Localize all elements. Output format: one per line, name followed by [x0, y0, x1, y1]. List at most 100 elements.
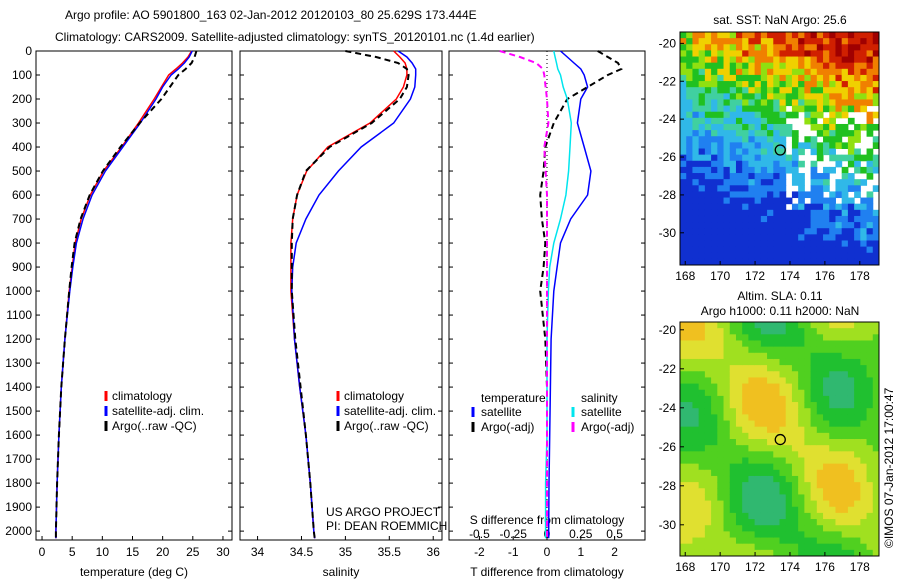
map-cell [717, 81, 725, 88]
map-cell [704, 185, 712, 192]
map-cell [735, 74, 743, 82]
map-y-tick-label: -20 [659, 36, 677, 50]
map-cell [767, 203, 774, 211]
map-cell [767, 38, 774, 45]
map-cell [816, 56, 824, 64]
map-cell [692, 549, 700, 557]
map-cell [729, 346, 737, 354]
map-cell [729, 451, 737, 458]
map-cell [816, 525, 824, 532]
map-cell [779, 160, 787, 168]
map-cell [754, 160, 762, 168]
map-cell [723, 160, 731, 168]
map-cell [823, 377, 830, 385]
map-cell [847, 445, 855, 452]
map-cell [760, 246, 768, 254]
map-cell [754, 328, 762, 335]
map-cell [692, 395, 700, 403]
map-cell [866, 451, 874, 458]
map-cell [854, 87, 861, 94]
map-cell [791, 246, 799, 254]
map-cell [754, 105, 762, 113]
map-cell [791, 531, 799, 539]
map-cell [680, 445, 687, 452]
map-cell [723, 246, 731, 254]
map-cell [742, 525, 749, 532]
map-cell [847, 68, 855, 76]
map-cell [742, 209, 749, 217]
map-cell [810, 191, 818, 199]
map-cell [748, 519, 756, 526]
map-cell [829, 383, 836, 391]
map-cell [760, 62, 768, 70]
map-cell [723, 222, 731, 229]
map-cell [729, 191, 737, 199]
map-cell [835, 258, 843, 266]
map-cell [698, 74, 706, 82]
map-cell [866, 234, 874, 241]
map-cell [823, 512, 830, 520]
map-cell [823, 408, 830, 415]
map-cell [723, 451, 731, 458]
map-cell [711, 549, 718, 557]
map-cell [723, 445, 731, 452]
map-cell [785, 99, 793, 107]
argo-location-marker [774, 144, 786, 156]
map-cell [711, 111, 718, 119]
map-cell [847, 377, 855, 385]
map-cell [735, 130, 743, 137]
map-cell [686, 81, 693, 88]
map-cell [773, 258, 780, 266]
map-cell [767, 402, 774, 409]
map-cell [767, 395, 774, 403]
map-cell [785, 160, 793, 168]
map-cell [860, 50, 868, 58]
map-cell [742, 549, 749, 557]
map-cell [816, 346, 824, 354]
map-cell [680, 334, 687, 341]
map-cell [692, 197, 700, 205]
map-cell [798, 488, 805, 495]
map-x-tick-label: 170 [710, 560, 730, 574]
map-cell [729, 44, 737, 51]
map-cell [686, 500, 693, 508]
map-cell [735, 531, 743, 539]
map-cell [729, 197, 737, 205]
map-cell [785, 506, 793, 514]
legend-label: satellite [481, 405, 522, 419]
map-cell [686, 142, 693, 149]
map-cell [841, 154, 849, 162]
map-cell [748, 500, 756, 508]
map-cell [680, 475, 687, 483]
map-cell [816, 111, 824, 119]
map-cell [816, 197, 824, 205]
map-cell [717, 99, 725, 107]
map-cell [791, 383, 799, 391]
map-cell [835, 68, 843, 76]
map-cell [829, 500, 836, 508]
map-cell [823, 383, 830, 391]
map-cell [798, 420, 805, 428]
map-cell [804, 457, 812, 465]
map-cell [742, 50, 749, 58]
map-cell [829, 228, 836, 235]
map-cell [735, 463, 743, 471]
map-cell [847, 543, 855, 551]
map-cell [680, 74, 687, 82]
map-cell [860, 62, 868, 70]
map-cell [723, 377, 731, 385]
map-cell [686, 469, 693, 477]
map-cell [791, 234, 799, 241]
map-cell [816, 426, 824, 434]
map-cell [866, 68, 874, 76]
map-cell [711, 334, 718, 341]
map-cell [767, 525, 774, 532]
map-cell [860, 451, 868, 458]
map-cell [785, 197, 793, 205]
map-cell [760, 445, 768, 452]
map-cell [835, 395, 843, 403]
map-cell [785, 81, 793, 88]
map-cell [711, 166, 718, 174]
map-cell [816, 414, 824, 422]
map-cell [742, 234, 749, 241]
